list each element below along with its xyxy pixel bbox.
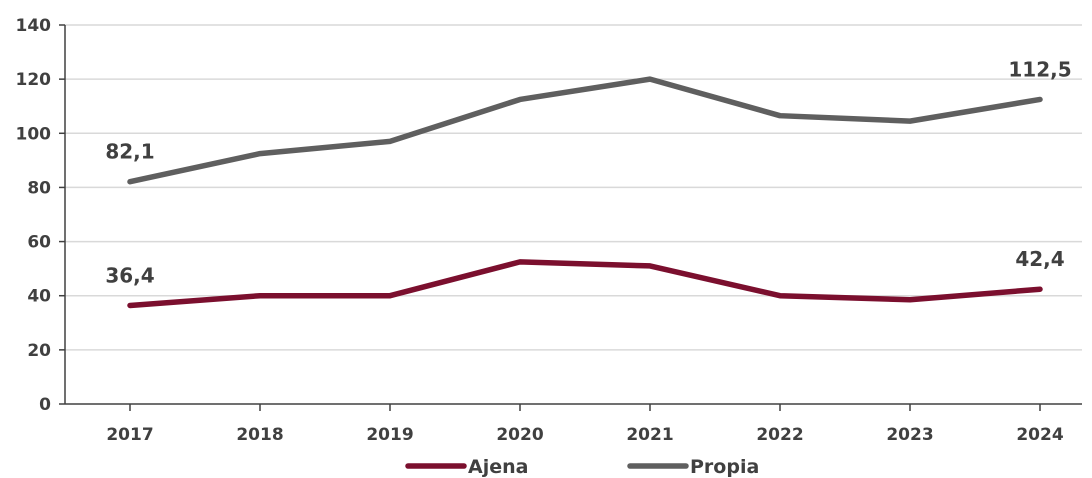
data-label: 42,4 [1015, 247, 1064, 271]
y-tick-label: 0 [39, 395, 51, 415]
y-tick-label: 140 [16, 16, 52, 36]
y-tick-label: 40 [27, 287, 51, 307]
series-line-ajena [127, 259, 1043, 309]
x-tick-label: 2024 [1016, 425, 1063, 445]
x-tick-label: 2021 [626, 425, 673, 445]
y-tick-label: 60 [27, 233, 51, 253]
series-line-propia [127, 76, 1043, 185]
data-label: 112,5 [1008, 57, 1071, 81]
x-tick-label: 2023 [886, 425, 933, 445]
data-label: 82,1 [105, 140, 154, 164]
x-tick-label: 2020 [496, 425, 543, 445]
x-tick-label: 2018 [236, 425, 283, 445]
y-tick-label: 20 [27, 341, 51, 361]
y-tick-label: 80 [27, 178, 51, 198]
legend-label-propia: Propia [690, 456, 759, 478]
x-tick-label: 2022 [756, 425, 803, 445]
legend-label-ajena: Ajena [468, 456, 528, 478]
x-tick-label: 2019 [366, 425, 413, 445]
data-label: 36,4 [105, 263, 154, 287]
y-tick-label: 120 [16, 70, 52, 90]
x-tick-label: 2017 [106, 425, 153, 445]
y-tick-label: 100 [16, 124, 52, 144]
